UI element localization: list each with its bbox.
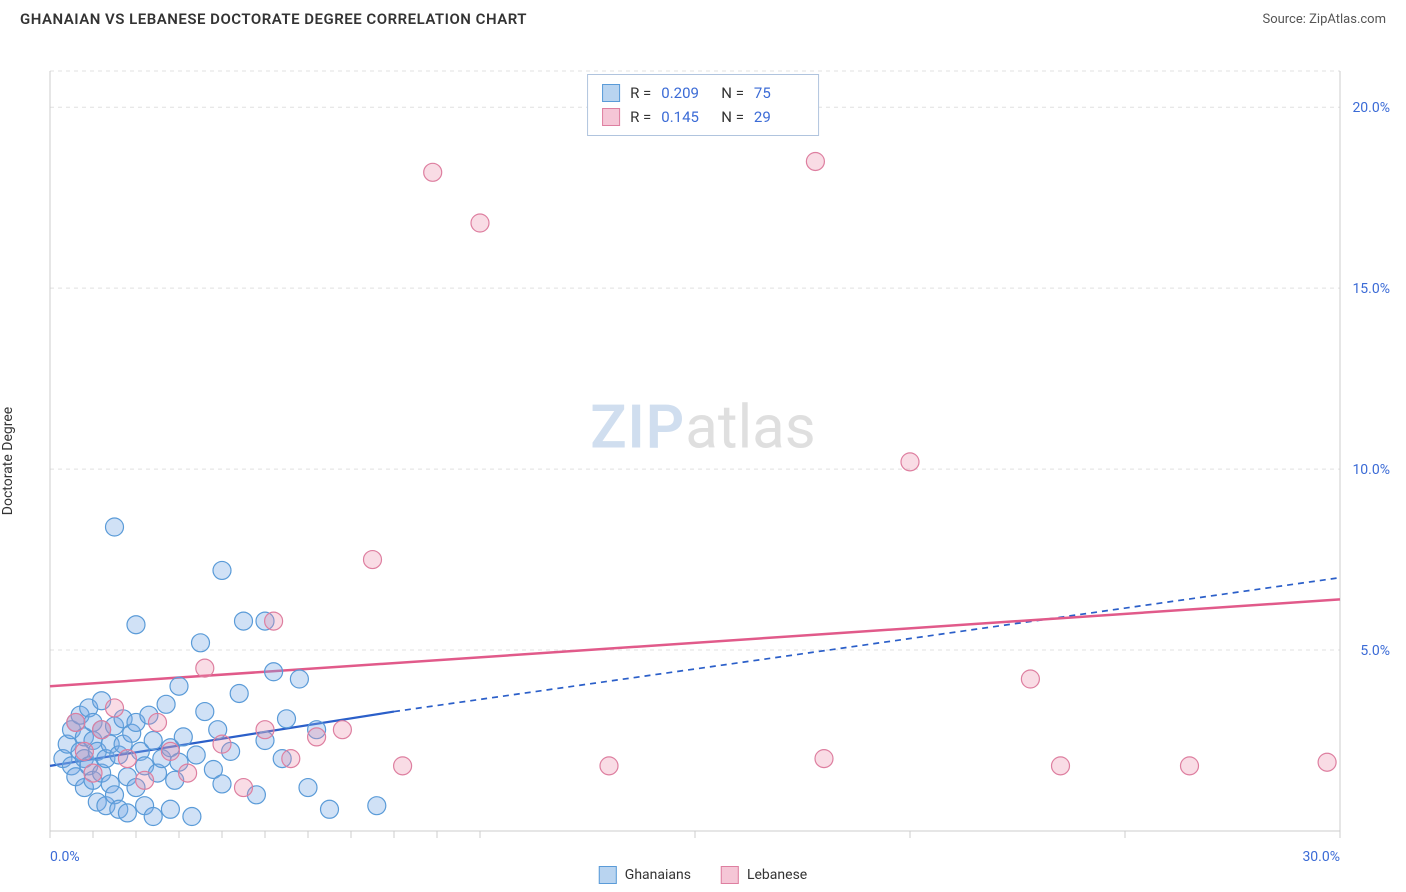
stats-row-lebanese: R = 0.145 N = 29 (602, 105, 804, 129)
swatch-lebanese-icon (721, 866, 739, 884)
x-legend: Ghanaians Lebanese (599, 866, 807, 884)
swatch-ghanaians-icon (599, 866, 617, 884)
svg-text:15.0%: 15.0% (1352, 281, 1390, 297)
stats-row-ghanaians: R = 0.209 N = 75 (602, 81, 804, 105)
chart-area: Doctorate Degree 5.0% 10.0% 15.0% 20.0% 0.0%… (0, 36, 1406, 886)
swatch-lebanese-icon (602, 108, 620, 126)
svg-text:0.0%: 0.0% (50, 849, 80, 865)
stats-legend: R = 0.209 N = 75 R = 0.145 N = 29 (587, 74, 819, 136)
y-axis-label: Doctorate Degree (0, 407, 16, 515)
scatter-chart: 5.0% 10.0% 15.0% 20.0% 0.0% 30.0% (0, 36, 1406, 886)
svg-text:20.0%: 20.0% (1352, 100, 1390, 116)
source-label: Source: ZipAtlas.com (1262, 12, 1386, 27)
swatch-ghanaians-icon (602, 84, 620, 102)
svg-text:5.0%: 5.0% (1360, 643, 1390, 659)
svg-text:30.0%: 30.0% (1302, 849, 1340, 865)
svg-text:10.0%: 10.0% (1352, 462, 1390, 478)
chart-title: GHANAIAN VS LEBANESE DOCTORATE DEGREE CO… (20, 10, 527, 28)
